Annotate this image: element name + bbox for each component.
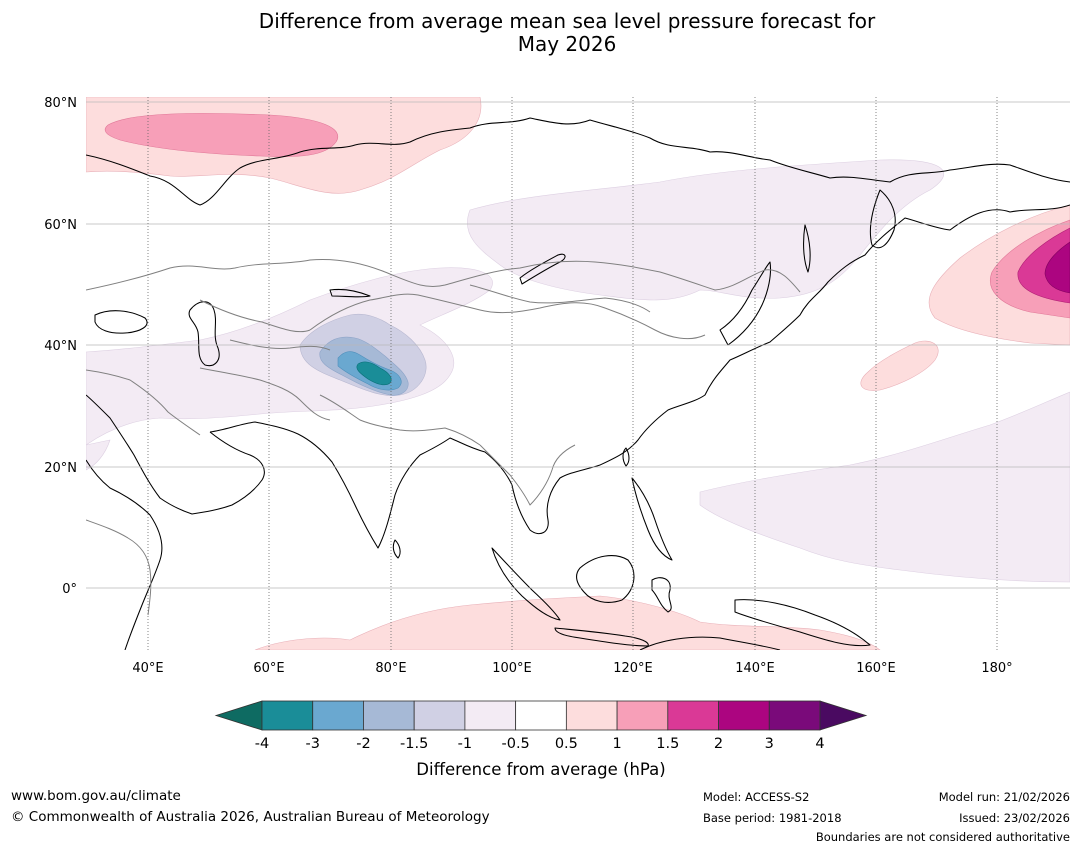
country-borders xyxy=(86,259,801,616)
footer-model-run: Model run: 21/02/2026 xyxy=(938,790,1070,804)
coastline-japan xyxy=(719,261,772,346)
colorbar-tick-label: 2 xyxy=(714,736,723,752)
title-line-2: May 2026 xyxy=(517,32,617,56)
colorbar-tick-label: -4 xyxy=(255,736,269,752)
lat-label-80n: 80°N xyxy=(44,96,77,111)
border-iran-afghanistan xyxy=(199,367,331,421)
lat-label-40n: 40°N xyxy=(44,339,77,354)
anomaly-low-tibet-core xyxy=(356,361,392,386)
coastline-sumatra xyxy=(491,547,561,621)
colorbar-swatch xyxy=(616,700,669,731)
anomaly-low-pacific-south xyxy=(699,391,1070,583)
colorbar-tick-label: -2 xyxy=(356,736,370,752)
coastline-arctic xyxy=(86,117,1070,206)
colorbar-extend-low xyxy=(214,700,263,731)
lat-gridlines xyxy=(86,101,1070,589)
colorbar-tick-label: 3 xyxy=(765,736,774,752)
colorbar-swatch xyxy=(261,700,314,731)
border-central-asia xyxy=(199,299,331,351)
graticule xyxy=(86,97,1070,650)
colorbar-swatch xyxy=(312,700,364,731)
coastline-australia xyxy=(639,636,781,650)
border-mongolia xyxy=(469,284,651,313)
coastline-philippines xyxy=(631,477,673,561)
colorbar-tick-labels: -4 -3 -2 -1.5 -1 -0.5 0.5 1 1.5 2 3 4 xyxy=(255,736,825,752)
anomaly-high-japan-east xyxy=(860,340,939,391)
colorbar-swatch xyxy=(464,700,517,731)
coastline-taiwan xyxy=(622,447,630,467)
lon-label-60e: 60°E xyxy=(253,661,284,676)
anomaly-high-arctic-core xyxy=(104,113,338,157)
lon-label-120e: 120°E xyxy=(613,661,653,676)
colorbar-swatch xyxy=(718,700,770,731)
border-se-asia xyxy=(479,444,576,506)
colorbar-label: Difference from average (hPa) xyxy=(416,760,665,779)
coastline-lake-balkhash xyxy=(329,288,371,298)
lat-label-60n: 60°N xyxy=(44,218,77,233)
border-middle-east xyxy=(86,369,201,436)
colorbar-tick-label: -3 xyxy=(305,736,319,752)
colorbar-swatch xyxy=(413,700,466,731)
lon-gridlines xyxy=(147,97,998,650)
colorbar-swatch xyxy=(667,700,719,731)
colorbar-tick-label: 1 xyxy=(612,736,621,752)
footer-issued: Issued: 23/02/2026 xyxy=(959,811,1070,825)
colorbar-swatch xyxy=(363,700,415,731)
coastline-borneo xyxy=(575,555,635,603)
coastline-sulawesi xyxy=(651,577,672,613)
lon-label-180: 180° xyxy=(981,661,1012,676)
border-russia-south xyxy=(86,259,801,293)
lat-label-20n: 20°N xyxy=(44,461,77,476)
lon-label-100e: 100°E xyxy=(492,661,532,676)
footer-base-period: Base period: 1981-2018 xyxy=(703,811,842,825)
title-line-1: Difference from average mean sea level p… xyxy=(258,9,876,33)
colorbar-swatch xyxy=(515,700,567,731)
footer-disclaimer: Boundaries are not considered authoritat… xyxy=(815,830,1070,844)
lon-label-80e: 80°E xyxy=(375,661,406,676)
colorbar-tick-label: -1 xyxy=(458,736,472,752)
colorbar-swatch xyxy=(565,700,618,731)
coastlines xyxy=(86,117,1070,650)
coastline-new-guinea xyxy=(734,599,871,647)
coastline-sakhalin xyxy=(803,224,811,273)
anomaly-low-west xyxy=(86,439,111,471)
colorbar xyxy=(214,700,868,731)
colorbar-tick-label: 4 xyxy=(815,736,824,752)
coastline-sri-lanka xyxy=(392,539,401,559)
border-africa xyxy=(86,519,152,616)
colorbar-tick-label: 1.5 xyxy=(656,736,679,752)
coastline-black-sea xyxy=(94,310,148,334)
colorbar-tick-label: -0.5 xyxy=(501,736,529,752)
lat-label-0: 0° xyxy=(62,582,77,597)
map-title: Difference from average mean sea level p… xyxy=(0,10,1081,56)
coastline-lake-baikal xyxy=(519,253,566,285)
coastline-africa xyxy=(86,459,163,650)
border-china-west xyxy=(309,293,706,340)
colorbar-tick-label: 0.5 xyxy=(555,736,578,752)
coastline-arabia xyxy=(86,394,265,515)
coastline-caspian xyxy=(188,301,220,367)
footer-copyright: © Commonwealth of Australia 2026, Austra… xyxy=(11,809,490,825)
lon-label-40e: 40°E xyxy=(132,661,163,676)
colorbar-extend-high xyxy=(819,700,868,731)
border-india-north xyxy=(319,394,481,446)
colorbar-swatch xyxy=(768,700,821,731)
footer-model: Model: ACCESS-S2 xyxy=(703,790,810,804)
anomaly-high-pacific-core xyxy=(1044,241,1070,294)
footer-url[interactable]: www.bom.gov.au/climate xyxy=(11,788,181,804)
coastline-kamchatka xyxy=(869,189,896,249)
lon-label-140e: 140°E xyxy=(735,661,775,676)
lon-labels: 40°E 60°E 80°E 100°E 120°E 140°E 160°E 1… xyxy=(132,661,1012,676)
lat-labels: 80°N 60°N 40°N 20°N 0° xyxy=(44,96,77,597)
colorbar-tick-label: -1.5 xyxy=(400,736,428,752)
anomaly-high-equatorial xyxy=(254,595,881,650)
lon-label-160e: 160°E xyxy=(856,661,896,676)
coastline-asia-east xyxy=(209,204,1070,549)
